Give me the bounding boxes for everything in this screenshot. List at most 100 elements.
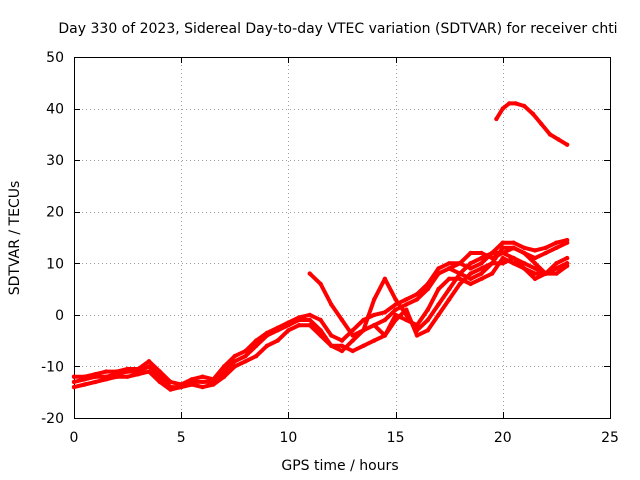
data-point xyxy=(532,261,538,266)
data-point xyxy=(564,142,570,147)
data-point xyxy=(296,323,302,328)
data-point xyxy=(71,384,77,390)
series-layer xyxy=(71,101,570,392)
data-point xyxy=(547,132,553,137)
series-track-4 xyxy=(307,250,570,338)
data-point xyxy=(468,250,473,256)
data-point xyxy=(436,286,441,292)
data-point xyxy=(339,338,345,343)
data-point xyxy=(500,261,505,266)
data-point xyxy=(318,317,323,323)
data-point xyxy=(425,317,430,323)
data-point xyxy=(532,266,538,271)
data-point xyxy=(286,328,291,333)
series-track-6 xyxy=(447,245,570,276)
data-point xyxy=(564,237,570,243)
data-point xyxy=(211,377,216,382)
x-axis-label: GPS time / hours xyxy=(281,458,398,474)
data-point xyxy=(457,281,463,287)
data-point xyxy=(361,328,366,333)
data-point xyxy=(307,323,312,328)
series-track-2 xyxy=(71,237,570,387)
data-point xyxy=(425,281,430,287)
data-point xyxy=(511,245,516,250)
data-point xyxy=(382,333,388,338)
data-point xyxy=(468,276,473,281)
data-point xyxy=(511,255,516,261)
data-point xyxy=(554,261,559,266)
data-point xyxy=(243,359,248,364)
grid-layer xyxy=(74,57,610,418)
data-point xyxy=(479,271,484,276)
x-tick-label: 5 xyxy=(177,430,186,446)
data-point xyxy=(125,366,130,372)
data-point xyxy=(457,271,463,276)
series-line xyxy=(494,101,570,147)
data-point xyxy=(500,106,505,111)
data-point xyxy=(372,297,377,302)
y-tick-label: 40 xyxy=(46,102,64,118)
data-point xyxy=(136,372,141,377)
data-point xyxy=(296,315,302,320)
data-point xyxy=(489,255,495,261)
data-point xyxy=(404,307,409,312)
data-point xyxy=(414,297,420,302)
data-point xyxy=(468,281,473,287)
y-axis-label: SDTVAR / TECUs xyxy=(7,181,23,296)
data-point xyxy=(104,369,109,374)
y-tick-label: 50 xyxy=(46,50,64,66)
data-point xyxy=(479,255,484,261)
data-point xyxy=(339,343,345,348)
data-point xyxy=(513,101,518,106)
data-point xyxy=(393,312,398,318)
data-point xyxy=(157,379,162,385)
data-point xyxy=(447,297,452,302)
data-point xyxy=(436,312,441,318)
data-point xyxy=(382,310,388,315)
data-point xyxy=(307,317,312,323)
data-point xyxy=(275,325,280,330)
data-point xyxy=(264,330,270,336)
data-point xyxy=(522,261,527,266)
data-point xyxy=(425,286,430,292)
data-point xyxy=(382,317,388,323)
data-point xyxy=(436,266,441,271)
x-tick-label: 25 xyxy=(601,430,619,446)
data-point xyxy=(554,240,559,245)
data-point xyxy=(254,343,259,348)
data-point xyxy=(532,248,538,253)
data-point xyxy=(318,333,323,338)
data-point xyxy=(494,116,499,122)
data-point xyxy=(414,292,420,297)
data-point xyxy=(489,250,495,256)
data-point xyxy=(71,379,77,385)
data-point xyxy=(93,372,98,377)
data-point xyxy=(372,338,377,343)
data-point xyxy=(468,266,473,271)
data-point xyxy=(307,271,312,276)
data-point xyxy=(200,384,205,390)
data-point xyxy=(414,333,420,338)
data-point xyxy=(114,369,120,374)
data-point xyxy=(104,377,109,382)
data-point xyxy=(522,266,527,271)
data-point xyxy=(532,276,538,281)
series-line xyxy=(307,251,570,338)
x-tick-label: 10 xyxy=(279,430,297,446)
data-point xyxy=(500,240,505,245)
data-point xyxy=(554,271,559,276)
data-point xyxy=(146,359,152,364)
series-line xyxy=(447,245,570,276)
data-point xyxy=(125,374,130,379)
data-point xyxy=(522,103,527,109)
data-point xyxy=(146,369,152,374)
data-point xyxy=(243,353,248,359)
data-point xyxy=(532,271,538,276)
data-point xyxy=(221,374,227,379)
data-point xyxy=(232,359,237,364)
y-tick-label: -20 xyxy=(41,411,64,427)
data-point xyxy=(447,266,452,271)
x-tick-label: 20 xyxy=(494,430,512,446)
data-point xyxy=(425,328,430,333)
